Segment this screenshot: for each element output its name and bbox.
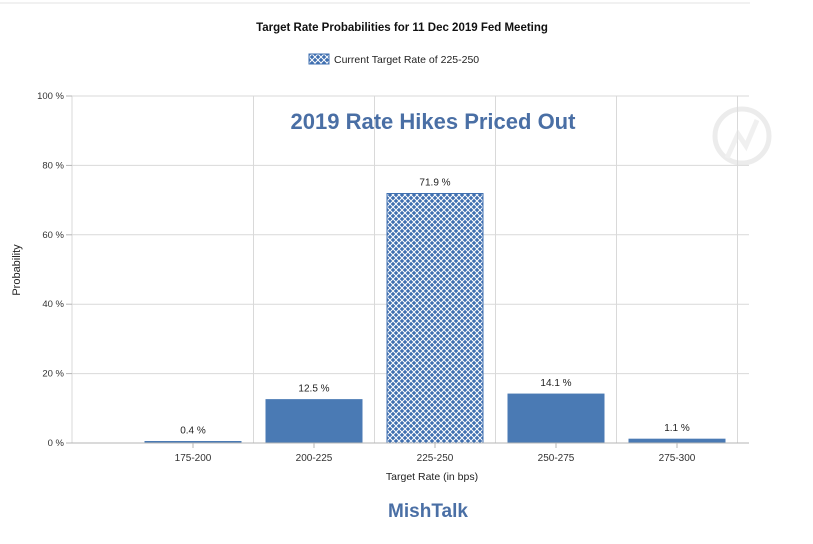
bar-200-225	[265, 399, 363, 444]
bar-225-250	[386, 193, 484, 444]
bar-275-300	[628, 438, 726, 444]
plot-area: 0 % 20 % 40 % 60 % 80 % 100 % 0.4 % 12.5 % 71.9…	[37, 91, 772, 464]
legend-label: Current Target Rate of 225-250	[334, 54, 479, 66]
y-tick-label: 60 %	[42, 230, 64, 241]
y-tick-labels: 0 % 20 % 40 % 60 % 80 % 100 %	[37, 91, 64, 449]
value-labels: 0.4 % 12.5 % 71.9 % 14.1 % 1.1 %	[180, 178, 690, 437]
value-label: 0.4 %	[180, 426, 206, 437]
value-label: 71.9 %	[419, 178, 450, 189]
bar-250-275	[507, 393, 605, 444]
y-tick-label: 80 %	[42, 160, 64, 171]
footer-brand: MishTalk	[388, 501, 468, 522]
y-tick-label: 20 %	[42, 369, 64, 380]
y-tick-label: 0 %	[48, 438, 65, 449]
x-tick-label: 200-225	[296, 453, 333, 464]
y-tick-label: 40 %	[42, 299, 64, 310]
x-tick-labels: 175-200 200-225 225-250 250-275 275-300	[175, 443, 696, 464]
chart-title: Target Rate Probabilities for 11 Dec 201…	[256, 22, 548, 34]
value-label: 12.5 %	[298, 384, 329, 395]
watermark-logo	[712, 106, 772, 166]
legend: Current Target Rate of 225-250	[308, 53, 479, 66]
legend-swatch	[308, 53, 330, 65]
x-tick-label: 250-275	[538, 453, 575, 464]
value-label: 1.1 %	[664, 423, 690, 434]
x-tick-label: 275-300	[659, 453, 696, 464]
x-axis-label: Target Rate (in bps)	[386, 471, 478, 483]
x-tick-label: 175-200	[175, 453, 212, 464]
y-axis-label: Probability	[11, 244, 23, 296]
value-label: 14.1 %	[540, 378, 571, 389]
bars	[144, 193, 726, 444]
x-tick-label: 225-250	[417, 453, 454, 464]
y-tick-label: 100 %	[37, 91, 64, 102]
annotation-text: 2019 Rate Hikes Priced Out	[291, 109, 577, 134]
